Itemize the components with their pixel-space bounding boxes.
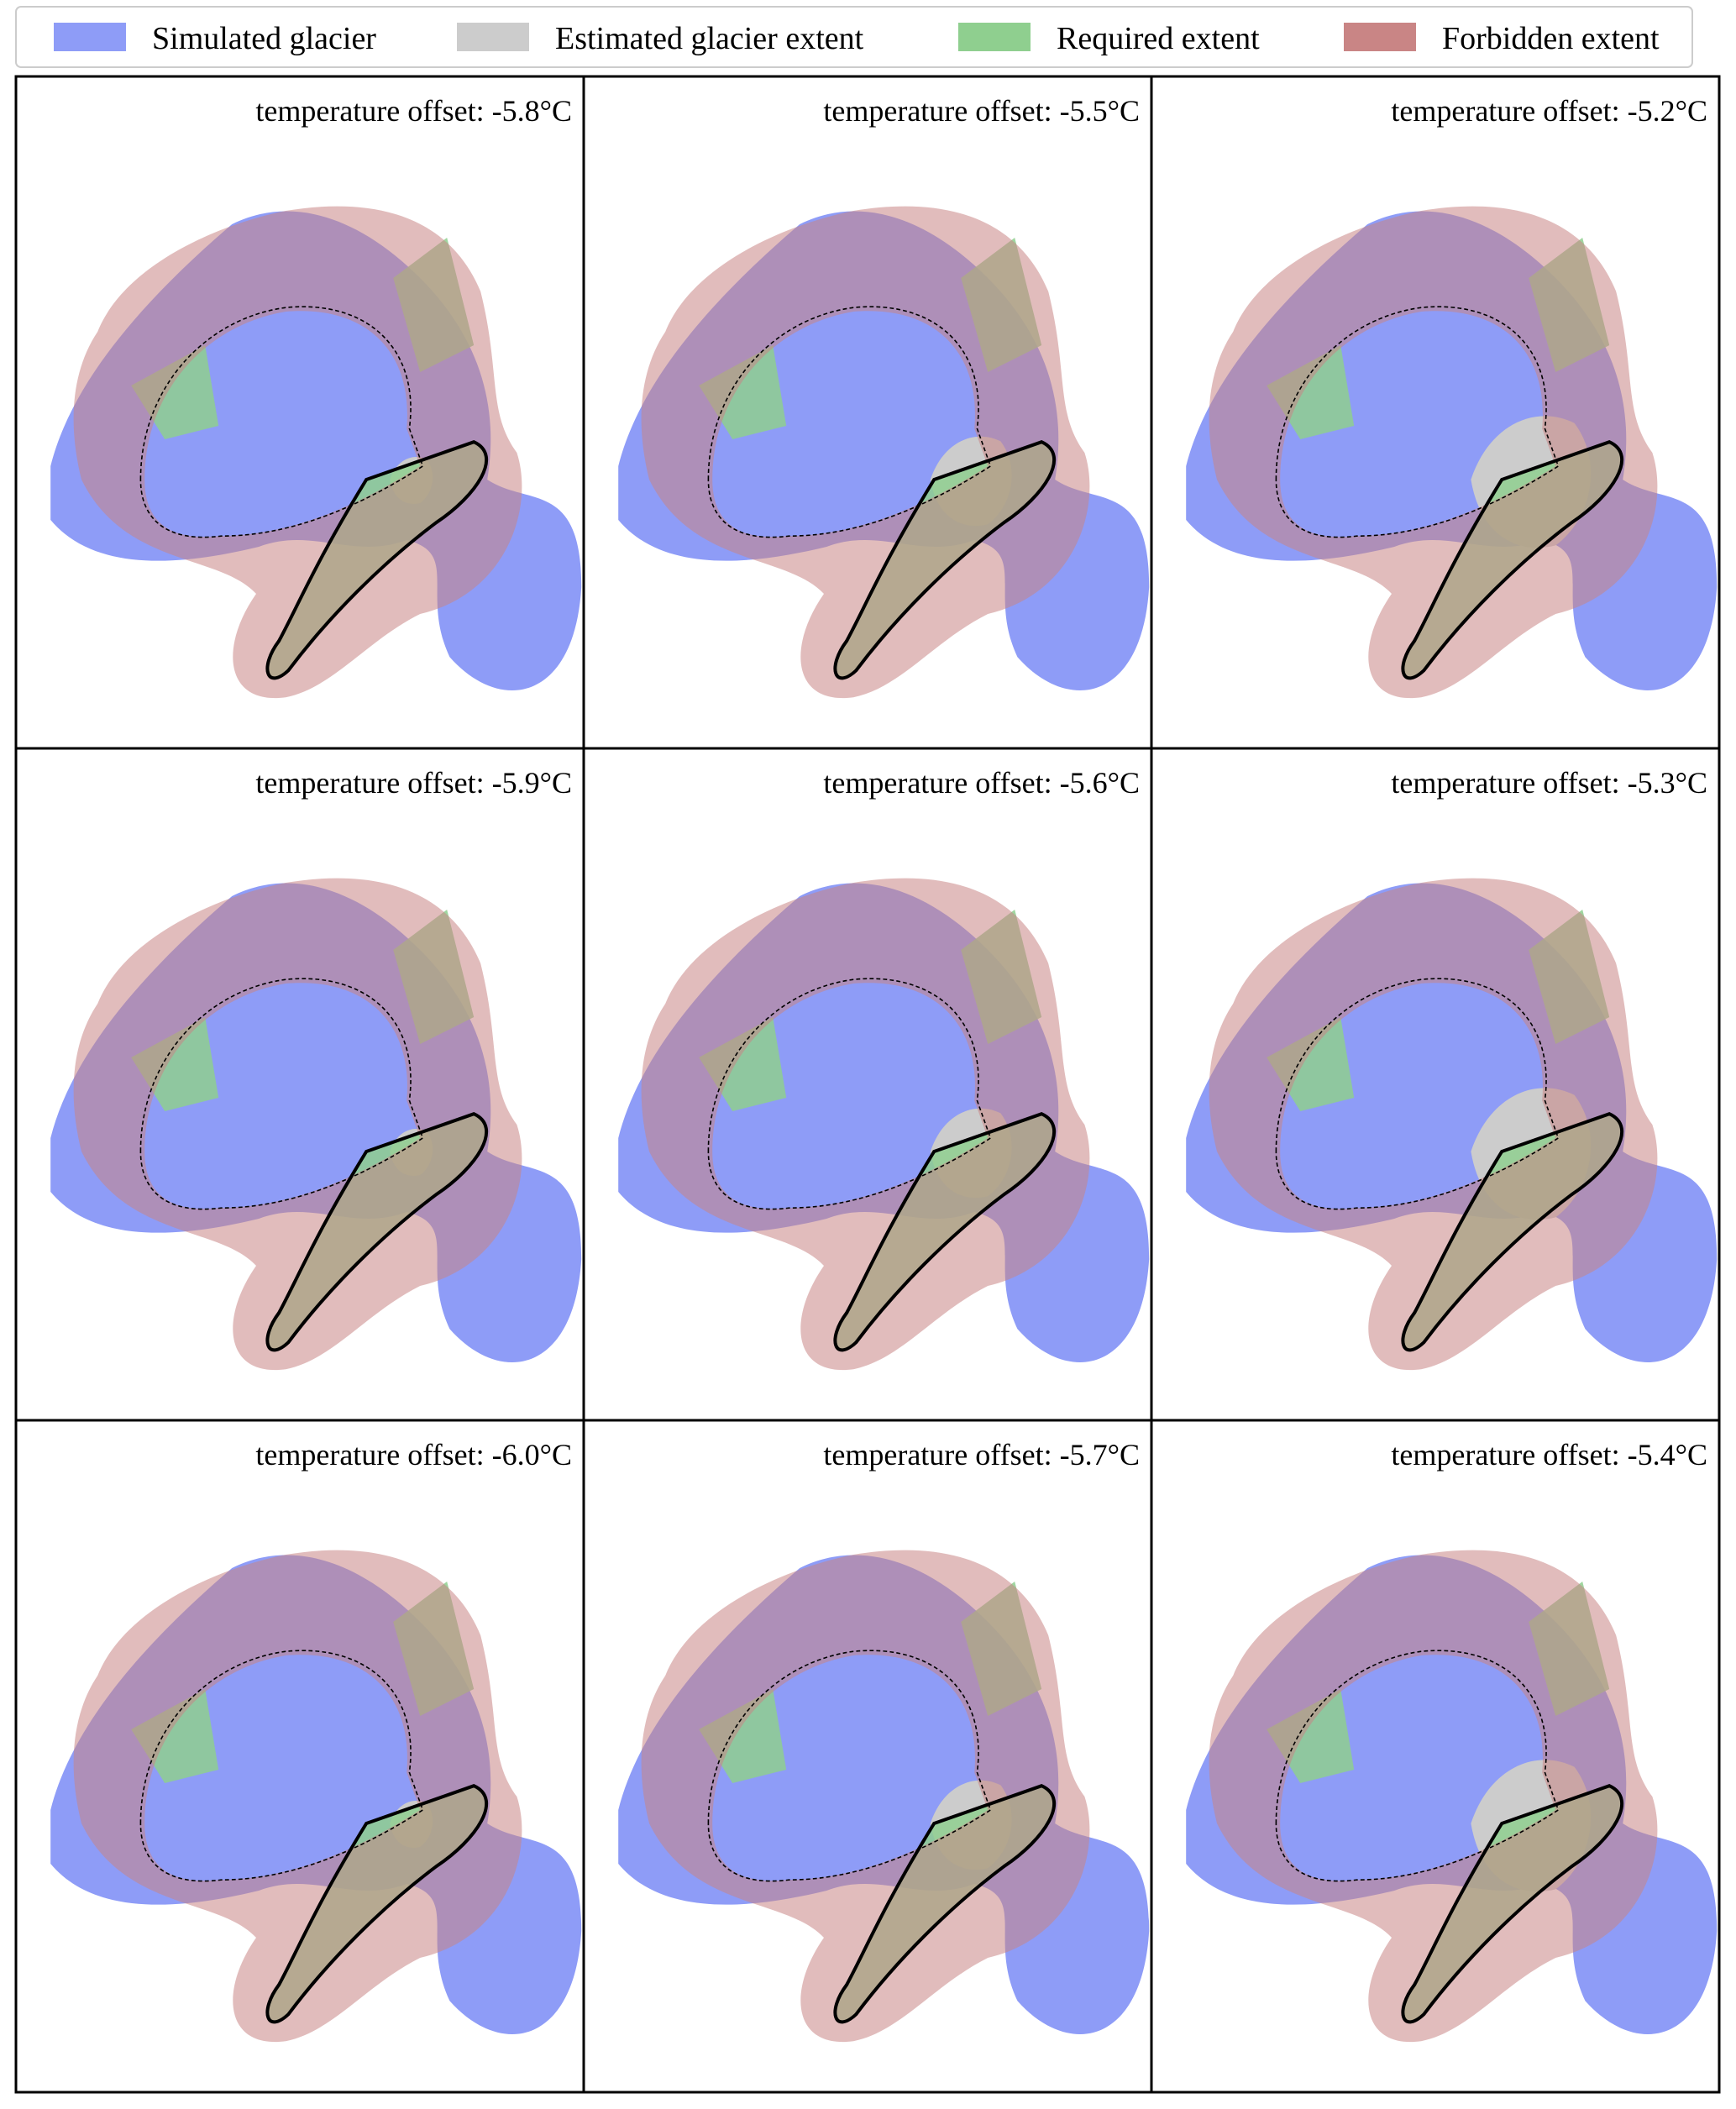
panel-title: temperature offset: -5.3°C xyxy=(1391,766,1707,800)
legend-swatch xyxy=(54,23,126,51)
estimated-outline xyxy=(707,978,992,1210)
required-outline xyxy=(1401,440,1624,680)
legend-swatch xyxy=(1344,23,1416,51)
estimated-outline xyxy=(139,1650,424,1882)
forbidden-extent xyxy=(641,1550,1090,2043)
forbidden-extent xyxy=(73,1550,522,2043)
panel: temperature offset: -5.7°C xyxy=(582,1419,1153,2094)
forbidden-extent xyxy=(73,878,522,1371)
forbidden-extent xyxy=(641,206,1090,699)
forbidden-extent xyxy=(1209,206,1658,699)
glacier-map xyxy=(50,206,582,699)
estimated-outline xyxy=(139,306,424,538)
panel-title: temperature offset: -5.2°C xyxy=(1391,94,1707,128)
required-outline xyxy=(265,1112,489,1352)
glacier-map xyxy=(1186,206,1718,699)
panel-grid: temperature offset: -5.8°C temperature of… xyxy=(14,75,1721,2094)
estimated-outline xyxy=(707,1650,992,1882)
legend-swatch xyxy=(958,23,1031,51)
required-outline xyxy=(265,1784,489,2024)
required-outline xyxy=(833,440,1057,680)
glacier-map xyxy=(50,878,582,1371)
panel: temperature offset: -5.5°C xyxy=(582,75,1153,750)
estimated-outline xyxy=(1275,1650,1560,1882)
glacier-map xyxy=(618,206,1150,699)
estimated-outline xyxy=(707,306,992,538)
panel: temperature offset: -5.8°C xyxy=(14,75,585,750)
glacier-map xyxy=(618,878,1150,1371)
required-outline xyxy=(833,1112,1057,1352)
estimated-outline xyxy=(1275,306,1560,538)
panel-title: temperature offset: -5.5°C xyxy=(823,94,1140,128)
legend-label: Required extent xyxy=(1057,21,1260,56)
panel-title: temperature offset: -5.8°C xyxy=(255,94,572,128)
forbidden-extent xyxy=(73,206,522,699)
panel-title: temperature offset: -6.0°C xyxy=(255,1438,572,1472)
required-outline xyxy=(1401,1112,1624,1352)
legend-label: Forbidden extent xyxy=(1442,21,1660,56)
glacier-map xyxy=(1186,1550,1718,2043)
panel: temperature offset: -5.2°C xyxy=(1150,75,1721,750)
panel: temperature offset: -5.6°C xyxy=(582,747,1153,1422)
legend-swatch xyxy=(457,23,529,51)
legend-label: Simulated glacier xyxy=(152,21,376,56)
required-outline xyxy=(1401,1784,1624,2024)
panel-title: temperature offset: -5.7°C xyxy=(823,1438,1140,1472)
glacier-map xyxy=(50,1550,582,2043)
panel-border xyxy=(1150,1419,1721,2094)
legend: Simulated glacier Estimated glacier exten… xyxy=(54,21,1660,56)
panel: temperature offset: -5.4°C xyxy=(1150,1419,1721,2094)
forbidden-extent xyxy=(1209,878,1658,1371)
legend-box xyxy=(15,6,1693,68)
panel-title: temperature offset: -5.6°C xyxy=(823,766,1140,800)
panel: temperature offset: -5.3°C xyxy=(1150,747,1721,1422)
forbidden-extent xyxy=(1209,1550,1658,2043)
panel-title: temperature offset: -5.4°C xyxy=(1391,1438,1707,1472)
estimated-outline xyxy=(139,978,424,1210)
required-outline xyxy=(833,1784,1057,2024)
panel: temperature offset: -5.9°C xyxy=(14,747,585,1422)
required-outline xyxy=(265,440,489,680)
estimated-outline xyxy=(1275,978,1560,1210)
glacier-map xyxy=(1186,878,1718,1371)
forbidden-extent xyxy=(641,878,1090,1371)
panel-title: temperature offset: -5.9°C xyxy=(255,766,572,800)
legend-label: Estimated glacier extent xyxy=(555,21,864,56)
panel: temperature offset: -6.0°C xyxy=(14,1419,585,2094)
glacier-map xyxy=(618,1550,1150,2043)
